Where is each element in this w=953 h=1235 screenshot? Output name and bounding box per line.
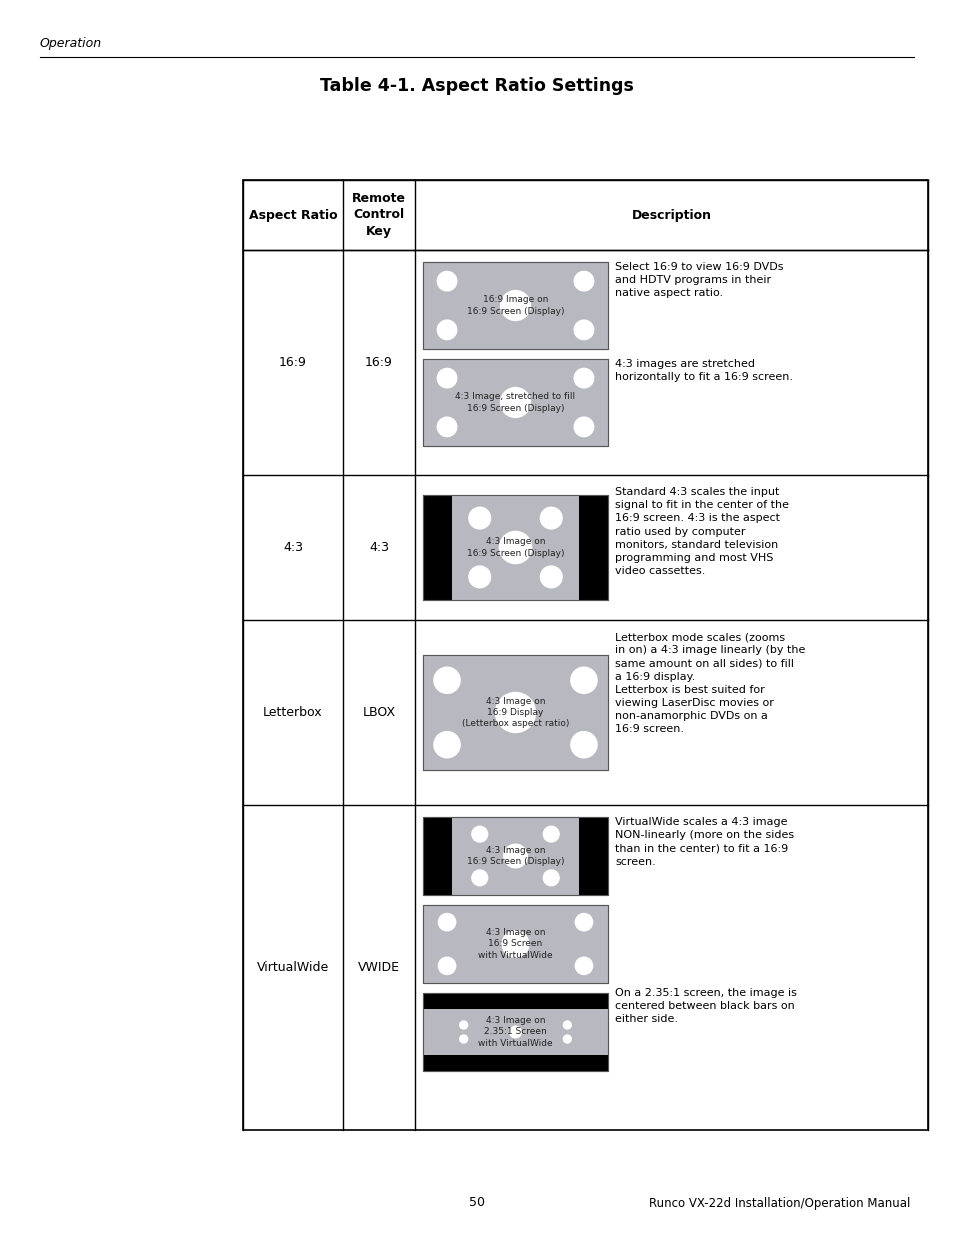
Bar (422, 818, 607, 895)
Circle shape (502, 844, 527, 868)
Text: On a 2.35:1 screen, the image is
centered between black bars on
either side.: On a 2.35:1 screen, the image is centere… (615, 988, 796, 1024)
Circle shape (501, 930, 529, 958)
Circle shape (433, 667, 460, 694)
Circle shape (499, 387, 531, 419)
Circle shape (498, 531, 532, 564)
Text: LBOX: LBOX (362, 706, 395, 719)
Circle shape (437, 913, 456, 931)
Circle shape (573, 368, 594, 389)
Bar (451, 818, 578, 895)
Text: 4:3 images are stretched
horizontally to fit a 16:9 screen.: 4:3 images are stretched horizontally to… (615, 359, 792, 382)
Bar (422, 993, 607, 1071)
Circle shape (542, 825, 559, 842)
Circle shape (574, 956, 593, 976)
Circle shape (436, 416, 457, 437)
Circle shape (573, 270, 594, 291)
Bar (422, 359, 607, 446)
Bar (422, 359, 607, 446)
Circle shape (573, 320, 594, 341)
Bar (422, 495, 607, 600)
Circle shape (539, 506, 562, 530)
Text: 4:3: 4:3 (369, 541, 389, 555)
Text: Description: Description (631, 209, 711, 221)
Circle shape (458, 1020, 468, 1030)
Bar (451, 495, 578, 600)
Bar (422, 905, 607, 983)
Text: VirtualWide scales a 4:3 image
NON-linearly (more on the sides
than in the cente: VirtualWide scales a 4:3 image NON-linea… (615, 818, 793, 867)
Text: Remote
Control
Key: Remote Control Key (352, 191, 406, 238)
Bar (422, 359, 607, 446)
Bar (422, 655, 607, 769)
Text: Runco VX-22d Installation/Operation Manual: Runco VX-22d Installation/Operation Manu… (648, 1197, 909, 1209)
Text: 4:3 Image on
16:9 Screen (Display): 4:3 Image on 16:9 Screen (Display) (466, 537, 563, 557)
Bar (422, 905, 607, 983)
Circle shape (562, 1035, 572, 1044)
Text: Operation: Operation (40, 37, 102, 49)
Circle shape (508, 1025, 521, 1039)
Text: 4:3 Image on
2.35:1 Screen
with VirtualWide: 4:3 Image on 2.35:1 Screen with VirtualW… (477, 1016, 552, 1047)
Text: 4:3 Image on
16:9 Screen
with VirtualWide: 4:3 Image on 16:9 Screen with VirtualWid… (477, 929, 552, 960)
Bar (422, 818, 607, 895)
Circle shape (539, 566, 562, 588)
Bar (422, 905, 607, 983)
Bar (243, 180, 927, 1130)
Bar (422, 262, 607, 350)
Circle shape (433, 731, 460, 758)
Circle shape (574, 913, 593, 931)
Circle shape (495, 692, 536, 734)
Circle shape (570, 731, 598, 758)
Text: Letterbox: Letterbox (263, 706, 322, 719)
Circle shape (436, 320, 457, 341)
Circle shape (542, 869, 559, 887)
Circle shape (436, 368, 457, 389)
Text: Select 16:9 to view 16:9 DVDs
and HDTV programs in their
native aspect ratio.: Select 16:9 to view 16:9 DVDs and HDTV p… (615, 262, 782, 299)
Text: 4:3 Image on
16:9 Screen (Display): 4:3 Image on 16:9 Screen (Display) (466, 846, 563, 866)
Text: Aspect Ratio: Aspect Ratio (249, 209, 337, 221)
Bar (422, 993, 607, 1071)
Text: 4:3: 4:3 (283, 541, 303, 555)
Circle shape (499, 290, 531, 321)
Circle shape (437, 956, 456, 976)
Bar (422, 655, 607, 769)
Bar (422, 655, 607, 769)
Circle shape (471, 825, 488, 842)
Text: 16:9: 16:9 (365, 356, 393, 369)
Circle shape (562, 1020, 572, 1030)
Text: 4:3 Image, stretched to fill
16:9 Screen (Display): 4:3 Image, stretched to fill 16:9 Screen… (455, 393, 575, 412)
Circle shape (436, 270, 457, 291)
Text: Letterbox mode scales (zooms
in on) a 4:3 image linearly (by the
same amount on : Letterbox mode scales (zooms in on) a 4:… (615, 632, 804, 735)
Bar (422, 262, 607, 350)
Bar (422, 495, 607, 600)
Circle shape (573, 416, 594, 437)
Circle shape (468, 506, 491, 530)
Circle shape (570, 667, 598, 694)
Circle shape (471, 869, 488, 887)
Text: VirtualWide: VirtualWide (256, 961, 329, 974)
Text: Standard 4:3 scales the input
signal to fit in the center of the
16:9 screen. 4:: Standard 4:3 scales the input signal to … (615, 487, 788, 577)
Bar (422, 262, 607, 350)
Circle shape (458, 1035, 468, 1044)
Bar (422, 1009, 607, 1056)
Bar (422, 993, 607, 1071)
Bar (422, 818, 607, 895)
Text: Table 4-1. Aspect Ratio Settings: Table 4-1. Aspect Ratio Settings (319, 77, 634, 95)
Text: 16:9: 16:9 (279, 356, 307, 369)
Text: VWIDE: VWIDE (357, 961, 399, 974)
Text: 4:3 Image on
16:9 Display
(Letterbox aspect ratio): 4:3 Image on 16:9 Display (Letterbox asp… (461, 697, 569, 729)
Bar (422, 495, 607, 600)
Text: 16:9 Image on
16:9 Screen (Display): 16:9 Image on 16:9 Screen (Display) (466, 295, 563, 316)
Text: 50: 50 (469, 1197, 484, 1209)
Circle shape (468, 566, 491, 588)
